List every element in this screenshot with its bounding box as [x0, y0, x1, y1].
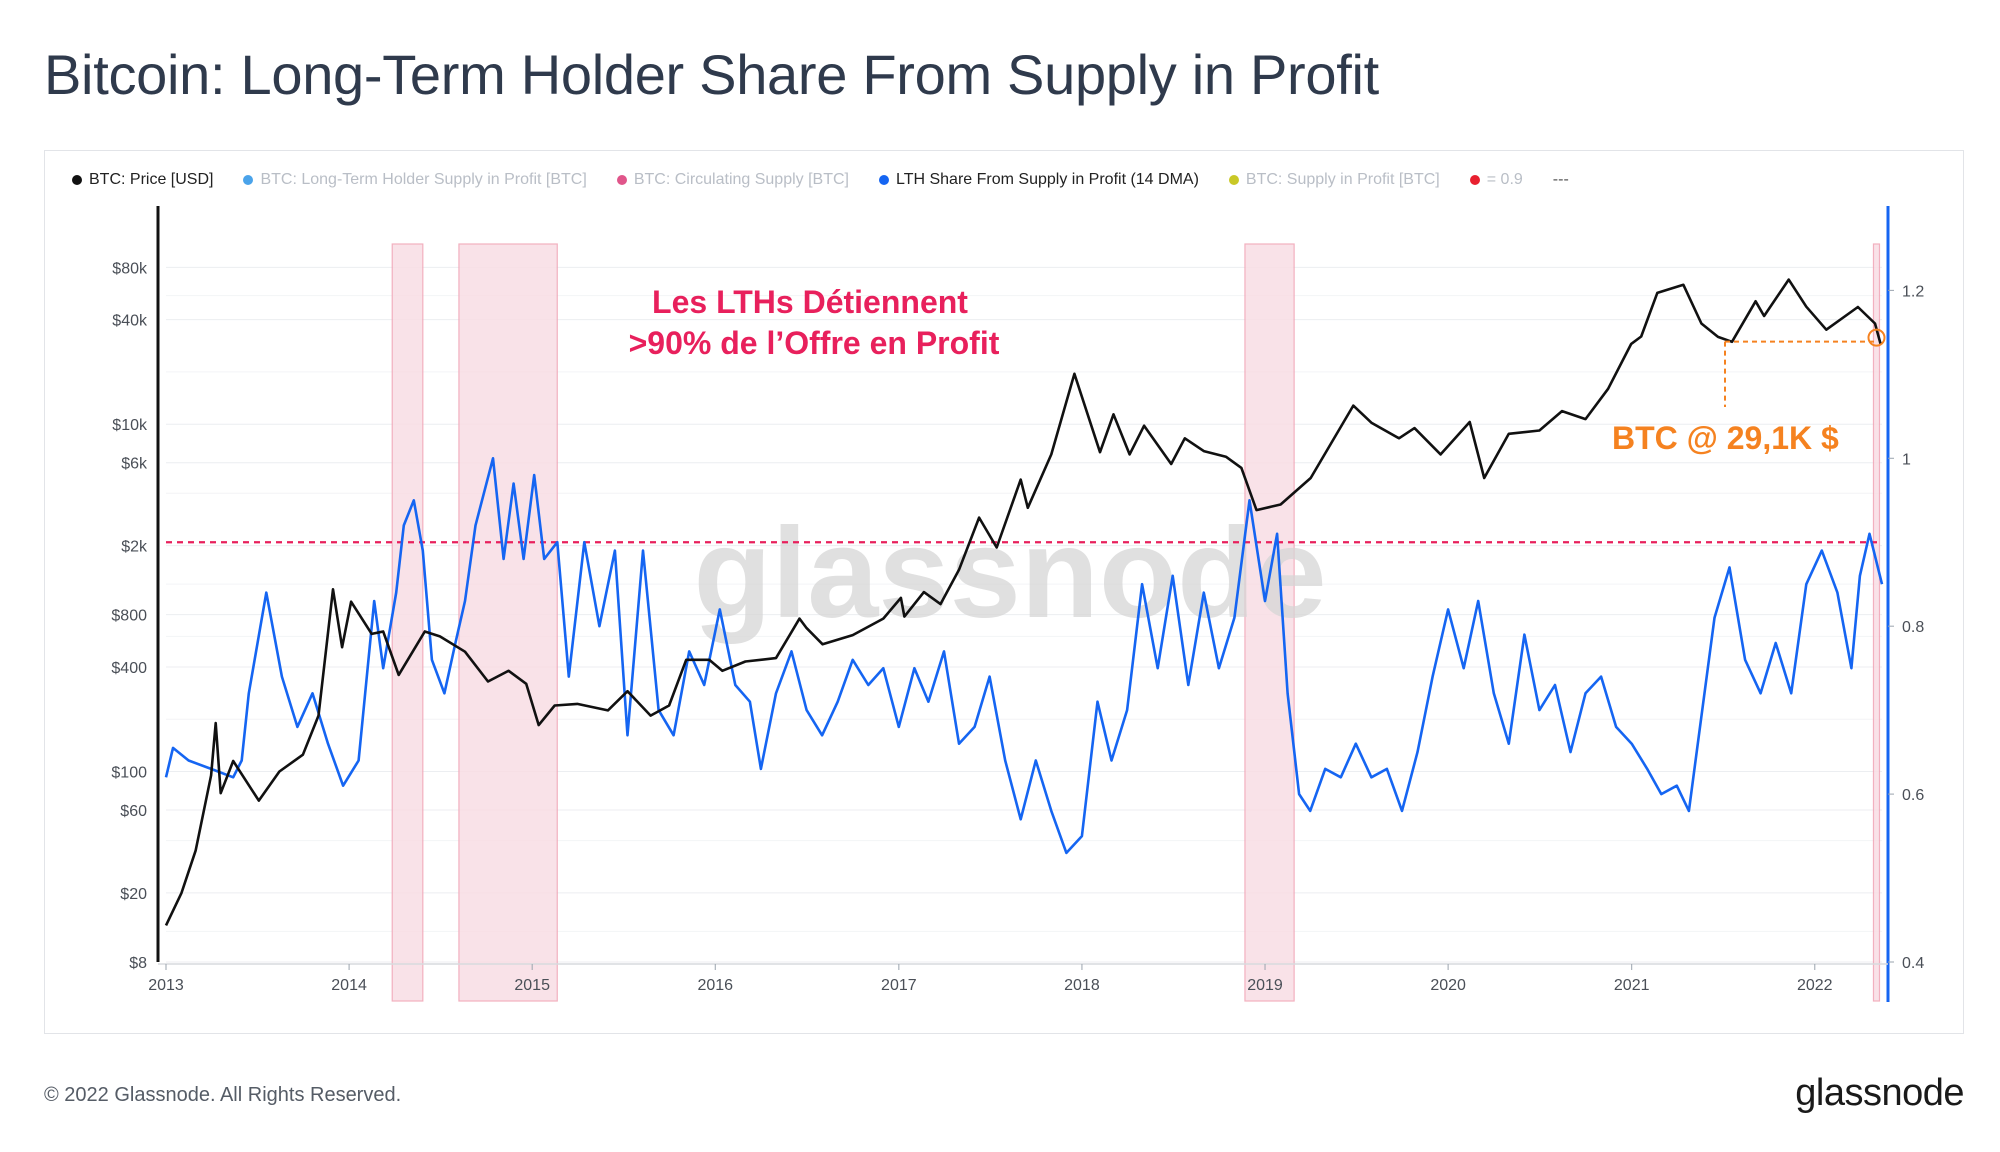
y-right-tick-label: 1 — [1902, 451, 1911, 468]
legend-dot-icon — [879, 175, 889, 185]
y-left-tick-label: $40k — [112, 313, 148, 330]
legend-dot-icon — [616, 175, 627, 185]
x-tick-label: 2013 — [148, 977, 184, 994]
highlight-region — [458, 243, 558, 1002]
x-tick-label: 2017 — [881, 977, 917, 994]
y-left-tick-label: $400 — [111, 660, 147, 677]
highlight-region — [1244, 243, 1295, 1002]
footer-copyright: © 2022 Glassnode. All Rights Reserved. — [44, 1084, 402, 1106]
legend-label: --- — [1552, 171, 1569, 188]
legend-item[interactable]: BTC: Circulating Supply [BTC] — [616, 171, 849, 189]
btc-price-marker — [1867, 328, 1886, 347]
y-left-tick-label: $800 — [111, 608, 147, 625]
legend-dot-icon — [1228, 175, 1239, 185]
y-left-tick-label: $60 — [120, 803, 147, 820]
series-line-btc-price — [164, 278, 1882, 926]
legend-item[interactable]: BTC: Long-Term Holder Supply in Profit [… — [243, 171, 587, 189]
legend-item[interactable]: --- — [1553, 171, 1569, 189]
y-left-tick-label: $10k — [112, 417, 148, 434]
legend-dot-icon — [243, 175, 254, 185]
y-right-tick-label: 1.2 — [1902, 283, 1924, 300]
y-right-tick-label: 0.8 — [1902, 619, 1924, 636]
x-tick-label: 2022 — [1797, 977, 1833, 994]
x-tick-label: 2014 — [331, 977, 367, 994]
x-tick-label: 2021 — [1614, 977, 1650, 994]
legend-label: LTH Share From Supply in Profit (14 DMA) — [896, 171, 1199, 188]
series-line-lth-share — [164, 457, 1884, 855]
legend-item[interactable]: LTH Share From Supply in Profit (14 DMA) — [879, 171, 1199, 189]
chart-card — [44, 150, 1964, 1034]
y-left-tick-label: $2k — [121, 539, 148, 556]
legend-dot-icon — [72, 175, 82, 185]
y-right-tick-label: 0.6 — [1902, 787, 1924, 804]
x-tick-label: 2018 — [1064, 977, 1100, 994]
legend-label: BTC: Supply in Profit [BTC] — [1245, 171, 1440, 188]
legend-item[interactable]: = 0.9 — [1469, 171, 1523, 189]
y-left-tick-label: $6k — [121, 456, 148, 473]
page-title: Bitcoin: Long-Term Holder Share From Sup… — [44, 43, 1379, 106]
legend-item[interactable]: BTC: Price [USD] — [72, 171, 213, 189]
y-left-tick-label: $8 — [129, 955, 147, 972]
x-tick-label: 2015 — [514, 977, 550, 994]
y-left-tick-label: $100 — [111, 765, 147, 782]
legend-item[interactable]: BTC: Supply in Profit [BTC] — [1228, 171, 1440, 189]
highlight-region — [1872, 243, 1881, 1002]
x-tick-label: 2016 — [697, 977, 733, 994]
legend-label: BTC: Long-Term Holder Supply in Profit [… — [260, 171, 587, 188]
lth-annotation-line2: >90% de l’Offre en Profit — [629, 325, 1000, 361]
y-left-tick-label: $80k — [112, 260, 148, 277]
highlight-region — [391, 243, 424, 1002]
x-tick-label: 2019 — [1247, 977, 1283, 994]
y-right-tick-label: 0.4 — [1902, 955, 1924, 972]
x-tick-label: 2020 — [1430, 977, 1466, 994]
legend-label: BTC: Price [USD] — [89, 171, 214, 188]
legend-label: BTC: Circulating Supply [BTC] — [633, 171, 849, 188]
chart-legend: BTC: Price [USD] BTC: Long-Term Holder Su… — [72, 168, 1599, 192]
legend-dot-icon — [1469, 175, 1480, 185]
lth-annotation-line1: Les LTHs Détiennent — [652, 284, 968, 320]
glassnode-logo: glassnode — [1795, 1072, 1964, 1114]
btc-annotation: BTC @ 29,1K $ — [1612, 420, 1839, 456]
y-left-tick-label: $20 — [120, 886, 147, 903]
legend-label: = 0.9 — [1486, 171, 1523, 188]
